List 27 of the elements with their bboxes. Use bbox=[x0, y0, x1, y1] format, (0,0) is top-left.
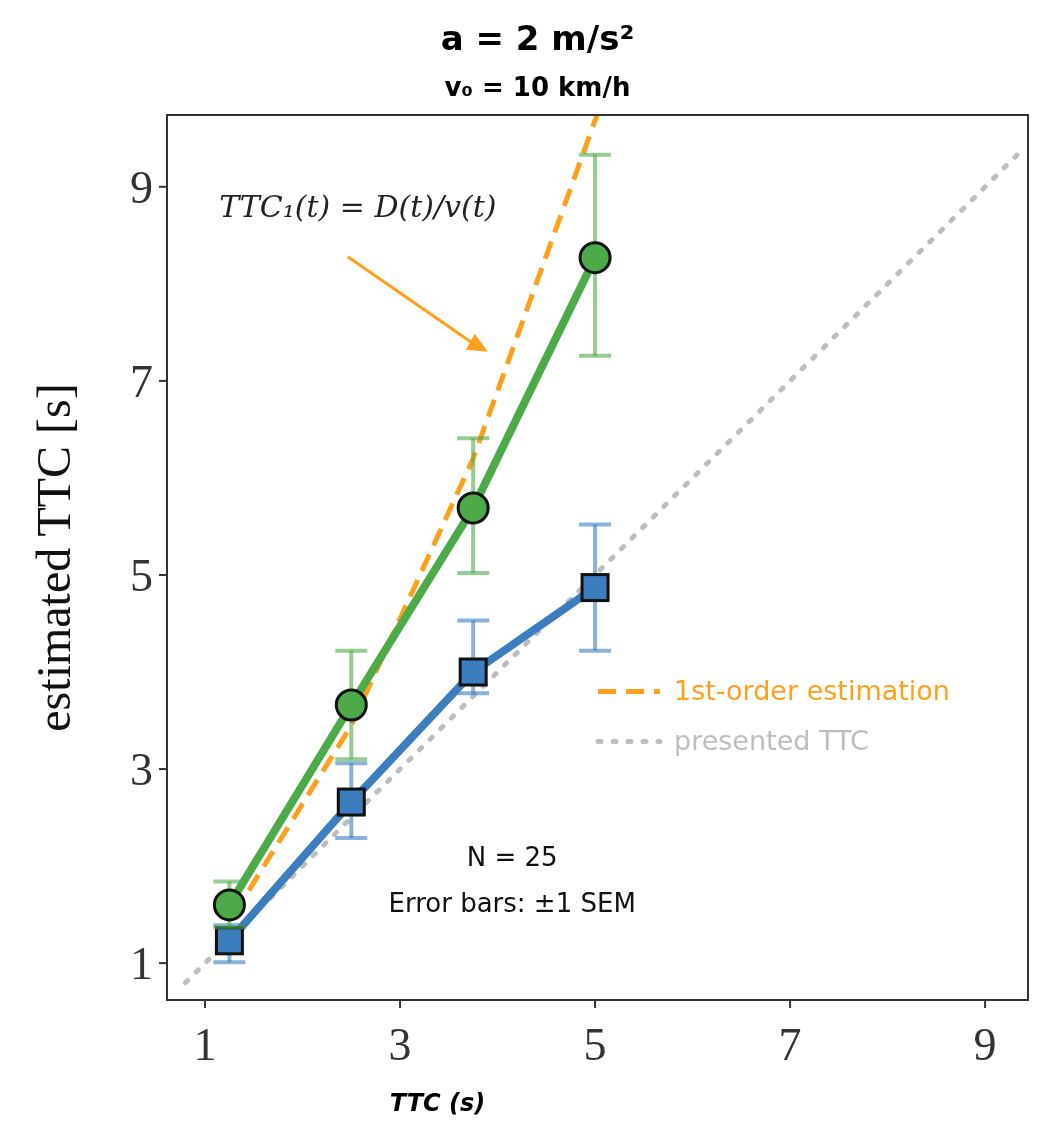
y-tick-label: 1 bbox=[130, 938, 153, 990]
y-tick-label: 5 bbox=[130, 549, 153, 601]
x-tick-label: 1 bbox=[193, 1019, 217, 1070]
point bbox=[336, 787, 366, 817]
legend-label: 1st-order estimation bbox=[674, 675, 950, 707]
x-axis-title: TTC (s) bbox=[389, 1089, 486, 1117]
x-tick-label: 7 bbox=[778, 1019, 802, 1070]
y-tick-label: 7 bbox=[130, 355, 153, 407]
chart-subtitle: v₀ = 10 km/h bbox=[444, 72, 631, 102]
point bbox=[580, 573, 610, 603]
point bbox=[214, 926, 244, 956]
chart-title: a = 2 m/s² bbox=[440, 18, 635, 58]
point bbox=[456, 491, 490, 525]
annotation: Error bars: ±1 SEM bbox=[388, 888, 636, 919]
legend-label: presented TTC bbox=[674, 725, 869, 757]
x-tick-label: 5 bbox=[583, 1019, 607, 1070]
point bbox=[458, 657, 488, 687]
y-axis-title: estimated TTC [s] bbox=[27, 383, 80, 732]
annotation: TTC₁(t) = D(t)/v(t) bbox=[219, 188, 497, 224]
x-tick-label: 3 bbox=[388, 1019, 412, 1070]
y-tick-label: 3 bbox=[130, 744, 153, 796]
y-tick-label: 9 bbox=[130, 161, 153, 213]
point bbox=[578, 241, 612, 275]
point bbox=[212, 888, 246, 922]
x-tick-label: 9 bbox=[973, 1019, 997, 1070]
annotation: N = 25 bbox=[466, 842, 558, 873]
point bbox=[334, 688, 368, 722]
